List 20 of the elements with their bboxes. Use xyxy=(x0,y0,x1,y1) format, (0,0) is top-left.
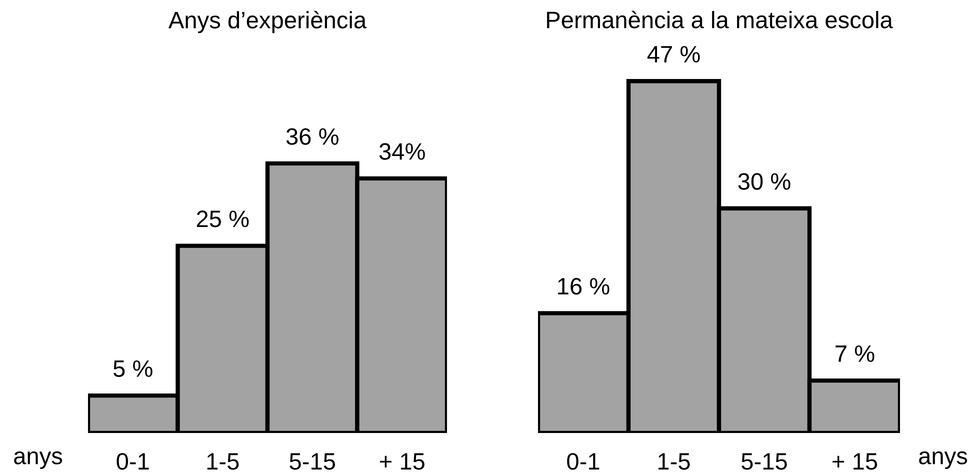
data-label: 30 % xyxy=(738,173,790,190)
x-axis-title: anys xyxy=(14,451,62,470)
x-tick-label: + 15 xyxy=(380,453,424,470)
data-label: 7 % xyxy=(836,345,874,362)
chart-title: Anys d’experiència xyxy=(168,10,367,34)
x-tick-label: 5-15 xyxy=(290,453,336,470)
data-label: 47 % xyxy=(647,46,700,62)
x-axis-title: anys xyxy=(919,451,968,470)
x-tick-label: 5-15 xyxy=(742,453,787,470)
chart-title: Permanència a la mateixa escola xyxy=(547,10,893,28)
data-label: 34% xyxy=(379,143,425,160)
x-tick-label: + 15 xyxy=(832,453,878,470)
x-tick-label: 0-1 xyxy=(567,453,600,470)
x-tick-label: 0-1 xyxy=(116,453,149,470)
data-label: 5 % xyxy=(113,360,152,378)
data-label: 25 % xyxy=(196,210,249,228)
data-label: 36 % xyxy=(286,128,338,145)
data-label: 16 % xyxy=(558,278,610,295)
x-tick-label: 1-5 xyxy=(658,453,690,470)
x-tick-label: 1-5 xyxy=(207,453,239,470)
